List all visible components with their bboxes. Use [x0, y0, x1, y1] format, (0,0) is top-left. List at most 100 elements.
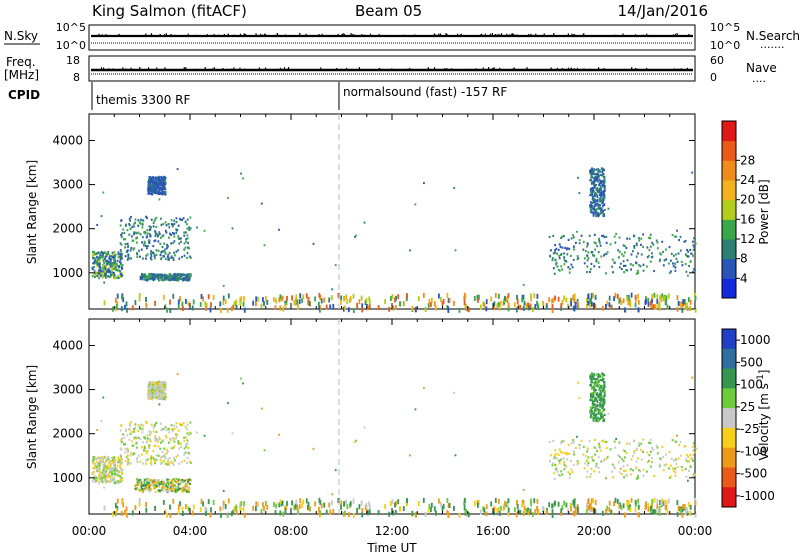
power-point: [116, 264, 118, 267]
power-point: [587, 300, 590, 306]
velocity-point: [172, 430, 174, 433]
power-point: [117, 251, 120, 254]
power-point: [129, 249, 132, 252]
power-point: [473, 296, 476, 301]
velocity-point: [593, 446, 596, 449]
power-point: [162, 250, 164, 253]
sky-noise-spike: [150, 33, 153, 36]
velocity-point: [135, 442, 137, 445]
power-point: [118, 265, 120, 268]
velocity-point: [691, 376, 694, 379]
power-point: [175, 279, 178, 282]
velocity-point: [141, 441, 144, 444]
velocity-point: [156, 395, 159, 398]
velocity-point: [121, 462, 124, 465]
velocity-point: [598, 444, 601, 447]
velocity-point: [222, 500, 225, 506]
power-point: [694, 295, 697, 301]
power-point: [618, 298, 621, 304]
power-point: [628, 237, 631, 240]
velocity-point: [692, 449, 695, 452]
velocity-point: [689, 510, 691, 516]
velocity-point: [150, 384, 152, 387]
power-point: [438, 293, 440, 299]
velocity-point: [114, 465, 116, 468]
power-point: [164, 252, 167, 255]
velocity-point: [498, 510, 501, 516]
velocity-point: [153, 460, 156, 463]
velocity-point: [264, 500, 267, 506]
velocity-point: [649, 442, 652, 445]
velocity-point: [622, 449, 625, 452]
power-point: [560, 303, 563, 309]
power-point: [615, 232, 617, 235]
power-point: [640, 243, 642, 246]
sky-noise-spike: [264, 33, 266, 36]
power-point: [151, 192, 153, 195]
power-point: [637, 252, 639, 255]
velocity-point: [231, 432, 234, 435]
power-point: [319, 305, 322, 311]
velocity-point: [504, 500, 506, 506]
velocity-point: [99, 468, 101, 471]
power-point: [692, 268, 695, 271]
velocity-point: [602, 398, 605, 401]
velocity-point: [164, 382, 167, 385]
velocity-point: [651, 446, 653, 449]
velocity-point: [589, 475, 591, 479]
power-point: [692, 248, 695, 251]
velocity-point: [368, 501, 371, 507]
velocity-point: [603, 394, 606, 397]
velocity-point: [177, 489, 179, 492]
power-point: [605, 241, 608, 244]
power-point: [637, 299, 640, 305]
velocity-point: [184, 425, 187, 428]
power-point: [587, 251, 590, 254]
power-point: [650, 245, 652, 248]
velocity-point: [178, 487, 180, 490]
velocity-point: [602, 373, 605, 376]
velocity-point: [125, 506, 128, 512]
velocity-point: [115, 474, 118, 477]
power-point: [164, 193, 167, 196]
velocity-point: [186, 428, 188, 431]
velocity-point: [173, 427, 176, 431]
velocity-point: [129, 424, 131, 427]
frequency-spike: [230, 68, 233, 71]
power-point: [139, 276, 142, 279]
sky-noise-spike: [233, 34, 235, 37]
frequency-spike: [108, 68, 110, 71]
velocity-point: [678, 444, 680, 447]
power-point: [623, 271, 625, 274]
power-point: [153, 252, 155, 255]
velocity-point: [167, 463, 169, 466]
velocity-point: [613, 501, 615, 507]
colorbar-tick-label: 20: [740, 193, 755, 207]
velocity-point: [134, 487, 137, 490]
velocity-point: [170, 424, 173, 427]
velocity-point: [103, 466, 105, 470]
velocity-point: [138, 480, 140, 483]
velocity-point: [528, 510, 530, 516]
power-point: [160, 179, 162, 182]
velocity-point: [227, 401, 229, 404]
power-point: [611, 265, 613, 268]
power-point: [394, 304, 397, 310]
velocity-point: [598, 442, 600, 445]
velocity-point: [180, 480, 183, 484]
cpid-label: CPID: [8, 88, 40, 102]
power-point: [640, 253, 643, 256]
power-point: [447, 298, 450, 304]
power-point: [500, 300, 502, 306]
velocity-point: [120, 455, 122, 458]
power-point: [119, 242, 122, 245]
velocity-point: [447, 512, 450, 518]
power-point: [187, 301, 190, 307]
velocity-point: [148, 396, 150, 399]
velocity-point: [293, 505, 296, 511]
velocity-point: [603, 401, 606, 404]
power-point: [149, 187, 152, 190]
sky-noise-spike: [299, 33, 301, 36]
velocity-point: [603, 383, 606, 386]
velocity-point: [557, 473, 560, 476]
